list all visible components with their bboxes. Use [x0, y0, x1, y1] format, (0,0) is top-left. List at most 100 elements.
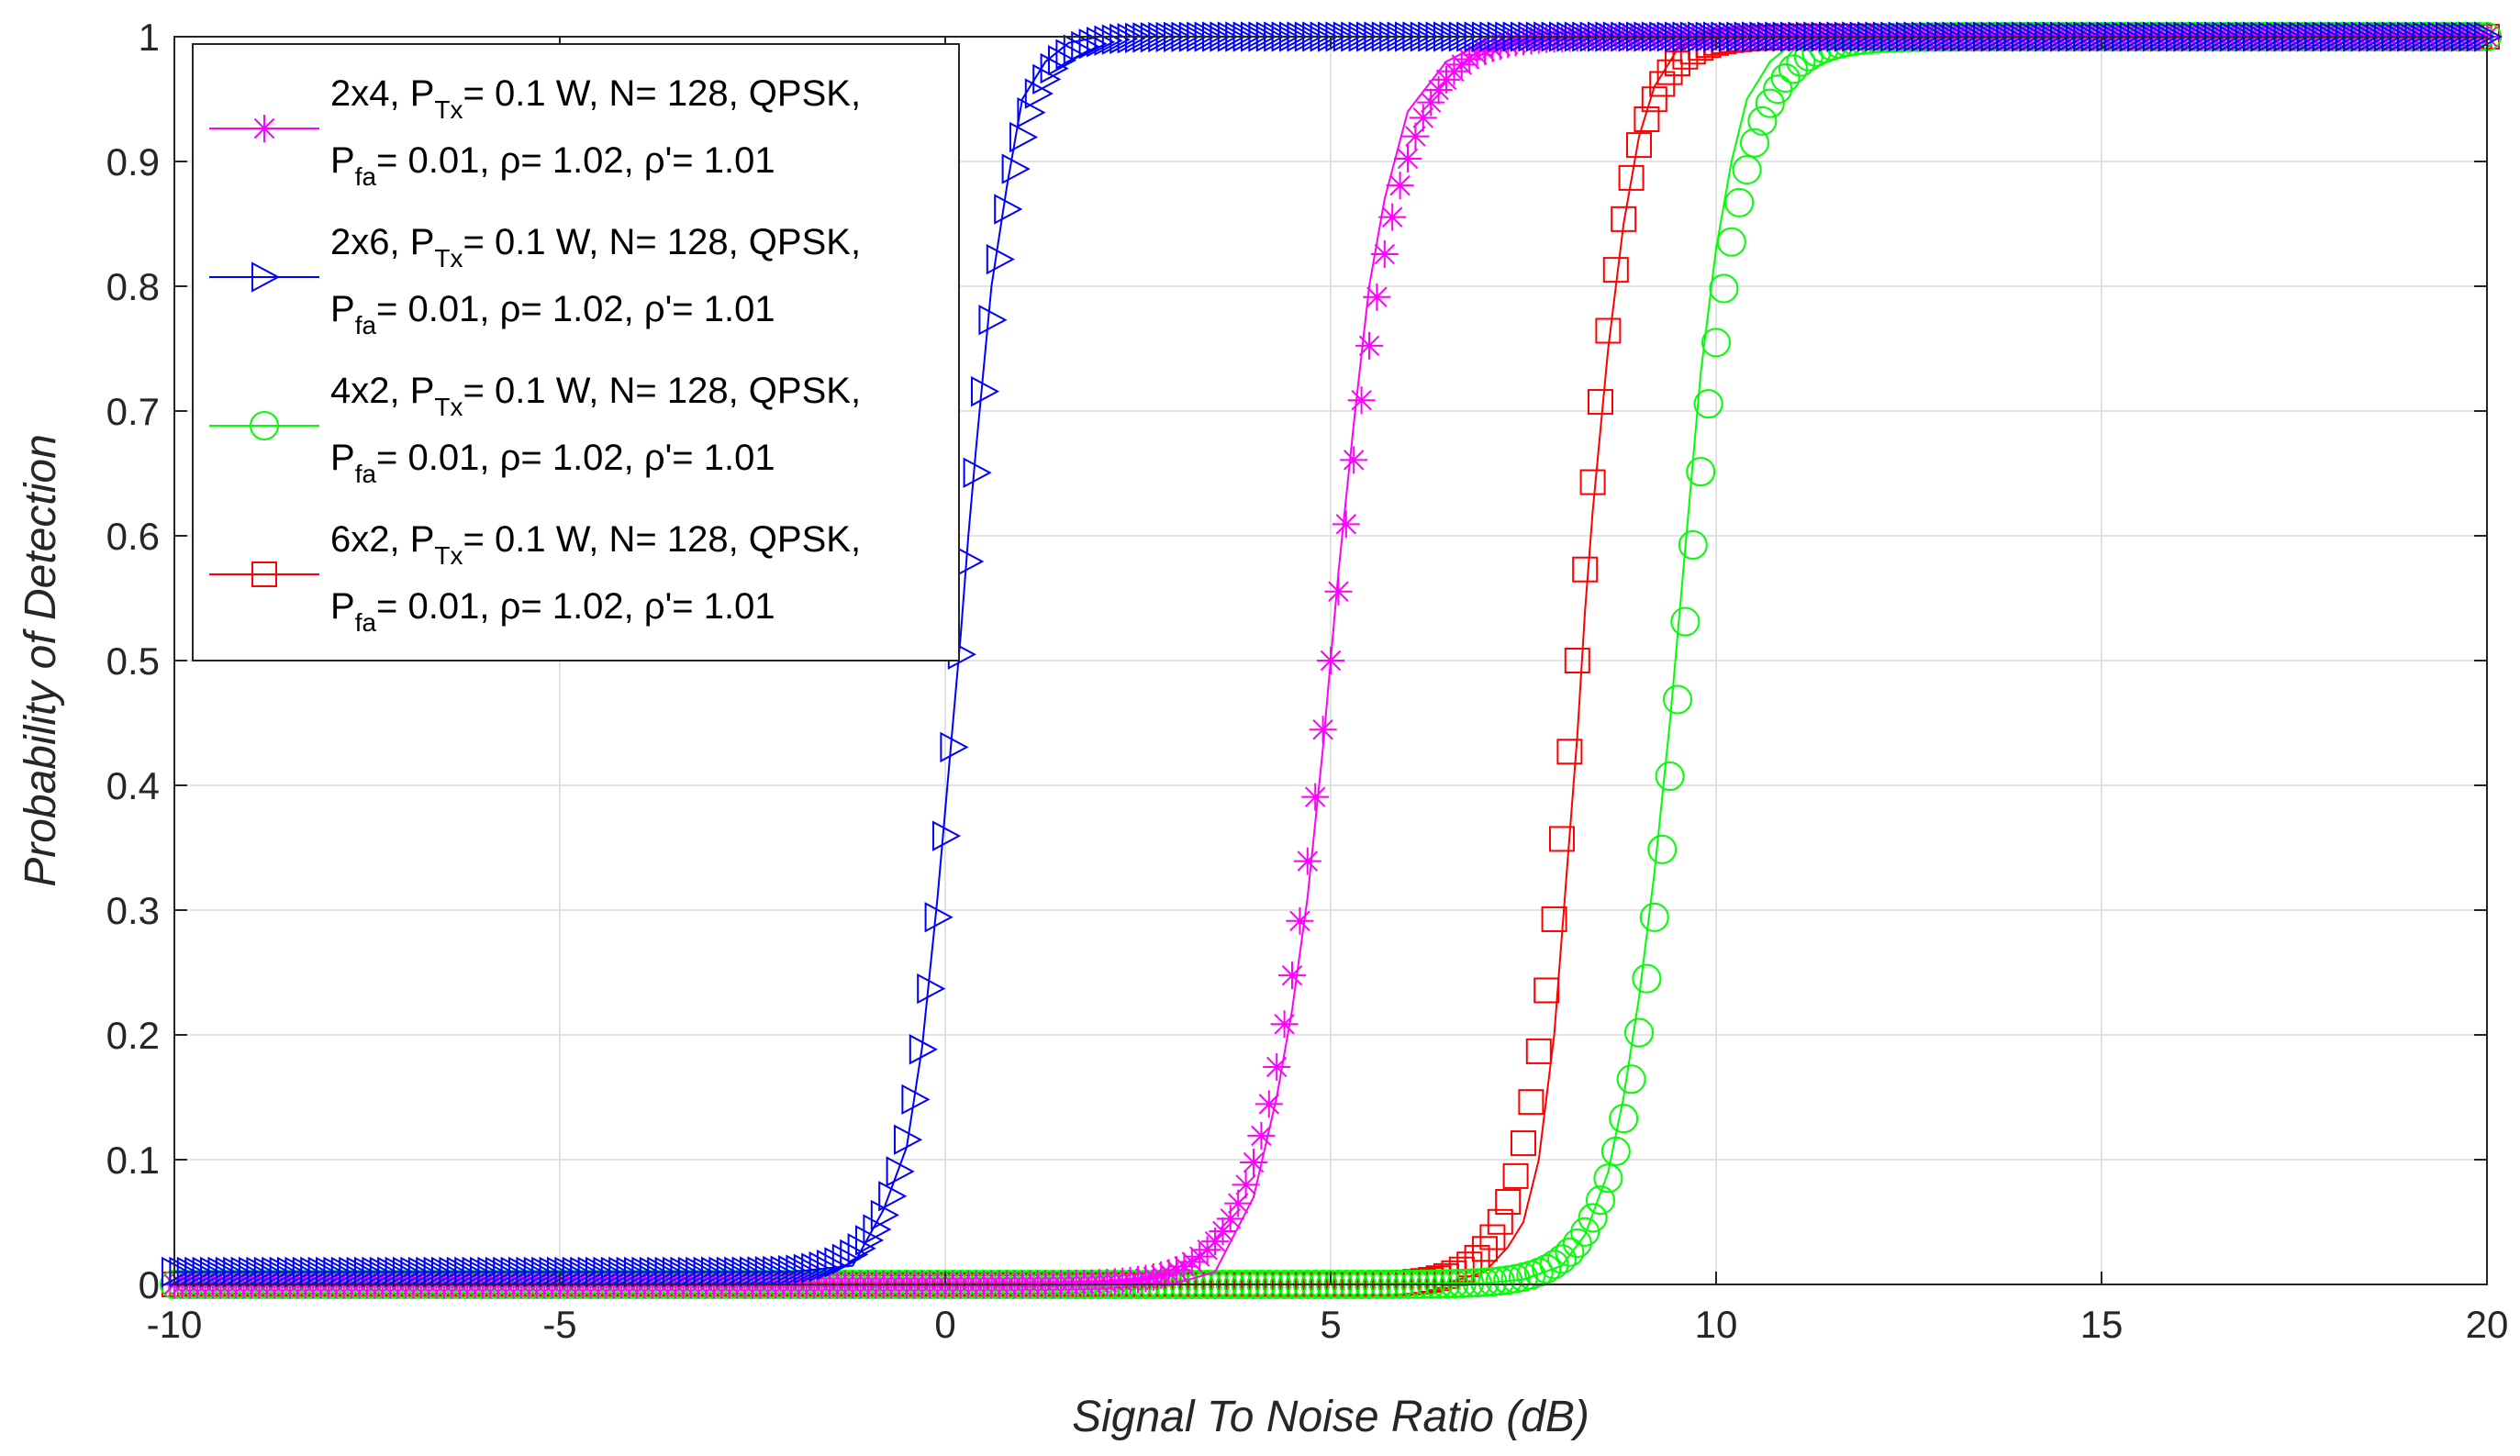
data-point-marker: [994, 194, 1023, 225]
data-point-marker: [754, 1256, 784, 1287]
data-point-marker: [423, 1256, 452, 1288]
data-point-marker: [339, 1256, 368, 1288]
data-point-marker: [1602, 257, 1629, 283]
legend-entry-2x6: 2x6, PTx= 0.1 W, N= 128, QPSK, Pfa= 0.01…: [209, 222, 861, 339]
data-point-marker: [539, 1256, 568, 1288]
data-point-marker: [385, 1256, 414, 1288]
data-point-marker: [1386, 172, 1414, 200]
legend-label-6x2-line1: 6x2, PTx= 0.1 W, N= 128, QPSK,: [330, 519, 861, 570]
data-point-marker: [1154, 1259, 1183, 1287]
data-point-marker: [1447, 50, 1476, 79]
data-point-marker: [1609, 1104, 1639, 1134]
data-point-marker: [262, 1256, 291, 1288]
legend-subscript: Tx: [434, 541, 463, 570]
data-point-marker: [176, 1256, 206, 1288]
data-point-marker: [1763, 74, 1793, 105]
data-point-marker: [1778, 54, 1808, 84]
legend-text-part: 2x4, P: [330, 73, 434, 114]
data-point-marker: [230, 1256, 260, 1288]
y-tick-label: 0.9: [106, 140, 160, 183]
data-point-marker: [724, 1256, 753, 1287]
data-point-marker: [1132, 1264, 1160, 1293]
data-point-marker: [1147, 1261, 1176, 1289]
data-point-marker: [1263, 1052, 1291, 1081]
data-point-marker: [894, 1124, 923, 1155]
data-point-marker: [670, 1256, 699, 1288]
legend-text-part: = 0.01, ρ= 1.02, ρ'= 1.01: [376, 586, 775, 627]
data-point-marker: [416, 1256, 445, 1288]
data-point-marker: [1324, 577, 1353, 606]
data-point-marker: [1456, 1251, 1483, 1278]
data-point-marker: [215, 1256, 244, 1288]
data-point-marker: [239, 1256, 268, 1288]
data-point-marker: [523, 1256, 552, 1288]
data-point-marker: [1485, 1266, 1515, 1296]
data-point-marker: [346, 1256, 375, 1288]
legend: 2x4, PTx= 0.1 W, N= 128, QPSK, Pfa= 0.01…: [192, 43, 960, 661]
data-point-marker: [1470, 1267, 1500, 1297]
data-point-marker: [878, 1181, 908, 1212]
data-point-marker: [716, 1256, 745, 1287]
data-point-marker: [554, 1256, 584, 1288]
legend-subscript: Tx: [434, 244, 463, 272]
y-axis-title: Probability of Detection: [17, 434, 65, 887]
data-point-marker: [485, 1256, 514, 1288]
legend-entry-6x2: 6x2, PTx= 0.1 W, N= 128, QPSK, Pfa= 0.01…: [209, 519, 861, 637]
data-point-marker: [1501, 28, 1530, 57]
data-point-marker: [1370, 240, 1399, 269]
data-point-marker: [863, 1214, 892, 1245]
data-point-marker: [1493, 1265, 1523, 1295]
data-point-marker: [1616, 1064, 1646, 1095]
data-point-marker: [1394, 144, 1422, 172]
data-point-marker: [1477, 1267, 1508, 1297]
legend-subscript: fa: [355, 608, 377, 637]
data-point-marker: [1124, 1265, 1152, 1294]
data-point-marker: [1487, 1208, 1513, 1235]
data-point-marker: [1600, 1136, 1631, 1166]
data-point-marker: [1747, 106, 1778, 136]
data-point-marker: [462, 1256, 491, 1288]
y-tick-label: 0.3: [106, 889, 160, 932]
data-point-marker: [686, 1256, 715, 1288]
data-point-marker: [1417, 88, 1445, 117]
data-point-marker: [1048, 45, 1077, 76]
data-point-marker: [1139, 1262, 1167, 1291]
data-point-marker: [616, 1256, 645, 1288]
data-point-marker: [1593, 1163, 1623, 1194]
data-point-marker: [1724, 187, 1755, 217]
data-point-marker: [1455, 1268, 1485, 1298]
data-point-marker: [600, 1256, 630, 1288]
data-point-marker: [847, 1233, 876, 1264]
data-point-marker: [1340, 446, 1368, 474]
legend-marker-triangle-icon: [251, 261, 281, 293]
data-point-marker: [1755, 88, 1785, 118]
data-point-marker: [169, 1256, 198, 1288]
data-point-marker: [1347, 386, 1376, 415]
data-point-marker: [1701, 328, 1731, 358]
data-point-marker: [1363, 283, 1391, 311]
data-point-marker: [1101, 24, 1131, 55]
data-point-marker: [354, 1256, 384, 1288]
data-point-marker: [917, 973, 946, 1005]
data-point-marker: [500, 1256, 530, 1288]
data-point-marker: [577, 1256, 607, 1288]
data-point-marker: [593, 1256, 622, 1288]
data-point-marker: [531, 1256, 561, 1288]
data-point-marker: [1511, 1130, 1536, 1157]
data-point-marker: [1562, 1228, 1592, 1259]
data-point-marker: [1556, 739, 1583, 765]
data-point-marker: [1624, 1017, 1654, 1048]
data-point-marker: [901, 1084, 931, 1116]
legend-text-part: P: [330, 289, 355, 329]
data-point-marker: [1462, 1268, 1492, 1298]
legend-text-part: 4x2, P: [330, 371, 434, 411]
data-point-marker: [963, 457, 992, 488]
data-point-marker: [1224, 1189, 1253, 1217]
legend-label-2x4-line1: 2x4, PTx= 0.1 W, N= 128, QPSK,: [330, 73, 861, 124]
data-point-marker: [1678, 529, 1708, 560]
data-point-marker: [1177, 1248, 1206, 1276]
data-point-marker: [446, 1256, 475, 1288]
data-point-marker: [393, 1256, 422, 1288]
data-point-marker: [493, 1256, 522, 1288]
data-point-marker: [508, 1256, 538, 1288]
